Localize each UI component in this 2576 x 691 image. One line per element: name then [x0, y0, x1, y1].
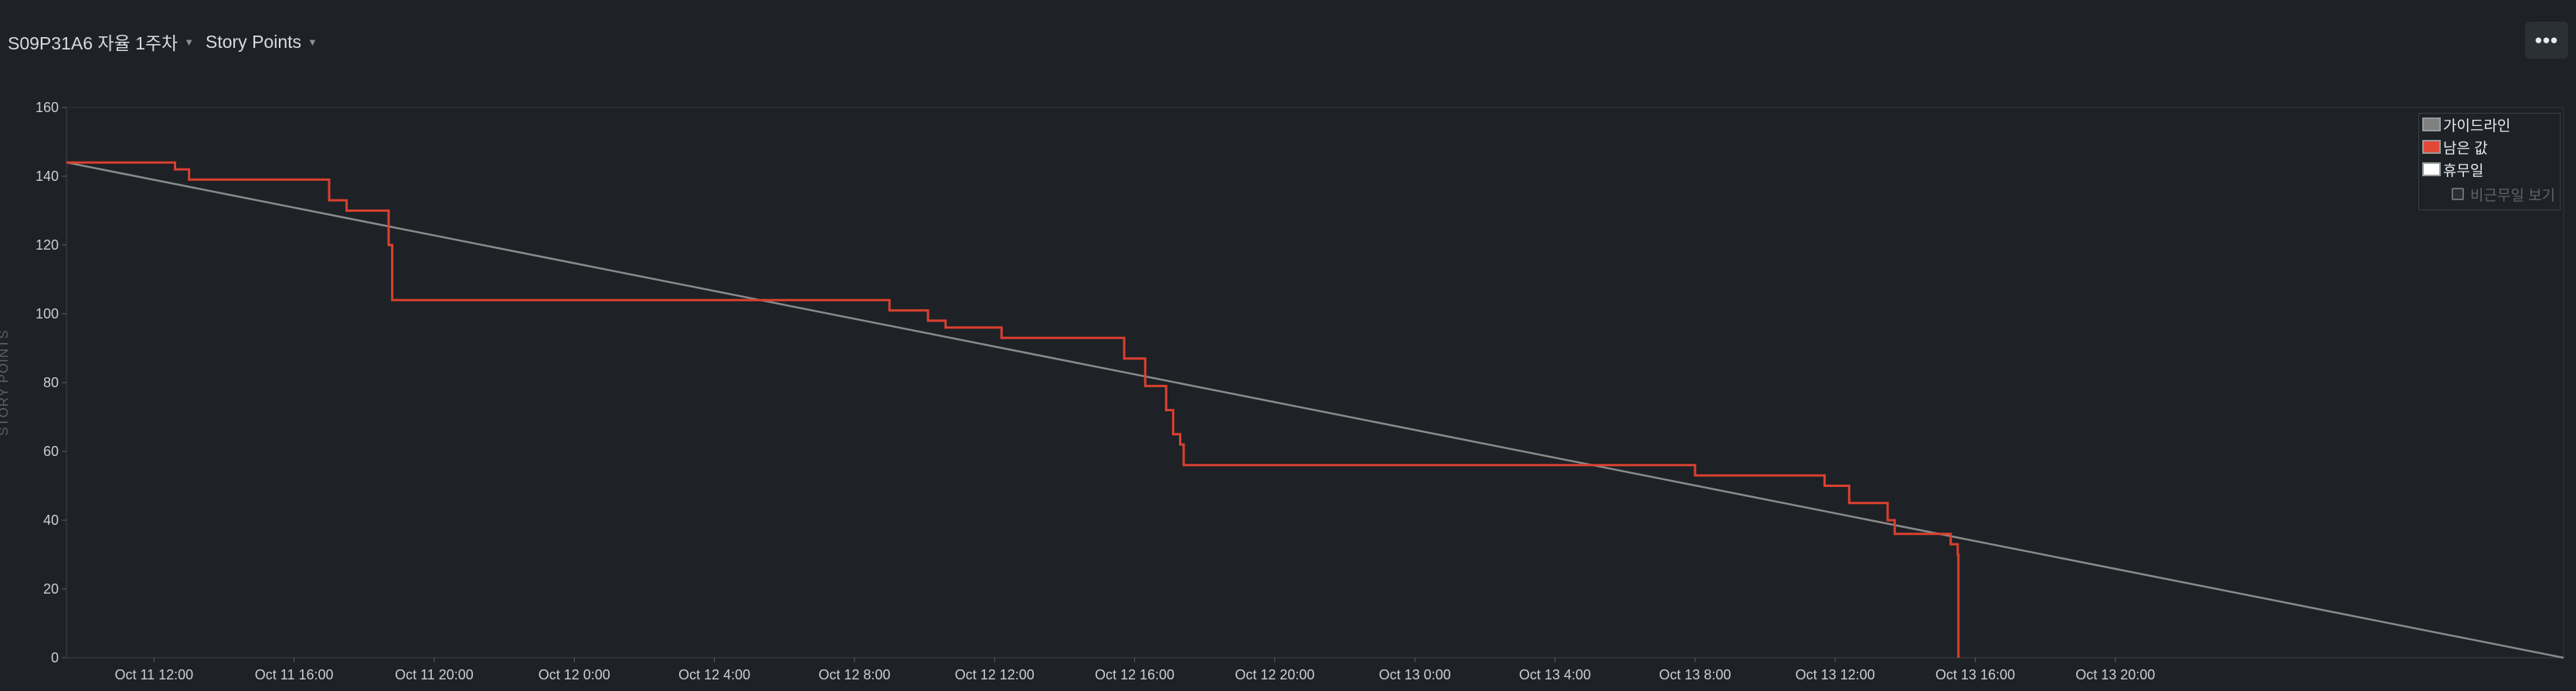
y-tick-label: 100 [36, 306, 59, 322]
x-tick-label: Oct 13 0:00 [1379, 667, 1451, 682]
chevron-down-icon: ▼ [184, 36, 195, 48]
legend-item-guideline[interactable]: 가이드라인 [2422, 115, 2510, 134]
series-remaining-line [66, 161, 1960, 658]
x-tick-label: Oct 13 4:00 [1519, 667, 1591, 682]
sprint-dropdown[interactable]: S09P31A6 자율 1주차 ▼ [8, 28, 194, 56]
metric-dropdown[interactable]: Story Points ▼ [206, 28, 318, 56]
y-tick-label: 60 [43, 444, 59, 459]
y-tick-label: 160 [36, 100, 59, 115]
x-tick-label: Oct 12 16:00 [1095, 667, 1174, 682]
y-tick-label: 0 [51, 650, 59, 665]
x-tick-label: Oct 11 20:00 [395, 667, 474, 682]
sprint-dropdown-label: S09P31A6 자율 1주차 [8, 33, 178, 53]
y-tick-label: 140 [36, 168, 59, 184]
legend-label-remaining: 남은 값 [2443, 140, 2488, 157]
chart-toolbar: S09P31A6 자율 1주차 ▼ Story Points ▼ ••• [0, 0, 2576, 85]
show-non-working-days-checkbox[interactable]: 비근무일 보기 [2452, 185, 2556, 204]
x-tick-label: Oct 11 12:00 [114, 667, 193, 682]
y-tick-label: 40 [43, 512, 59, 528]
x-tick-label: Oct 12 0:00 [539, 667, 610, 682]
x-tick-label: Oct 11 16:00 [255, 667, 334, 682]
legend-label-non-working-day: 휴무일 [2443, 162, 2484, 179]
series-guideline-line [66, 161, 2564, 659]
x-tick-label: Oct 13 12:00 [1796, 667, 1875, 682]
x-tick-label: Oct 12 8:00 [818, 667, 890, 682]
legend-swatch-remaining [2422, 140, 2441, 154]
show-non-working-days-label: 비근무일 보기 [2470, 187, 2556, 204]
y-axis-title: STORY POINTS [0, 329, 11, 436]
legend-swatch-non-working-day [2422, 162, 2441, 176]
y-tick-label: 120 [36, 237, 59, 253]
x-tick-label: Oct 13 16:00 [1935, 667, 2015, 682]
y-tick-label: 20 [43, 581, 59, 597]
legend-label-guideline: 가이드라인 [2443, 117, 2511, 134]
x-tick-label: Oct 12 4:00 [678, 667, 750, 682]
legend-swatch-guideline [2422, 117, 2441, 131]
more-options-button[interactable]: ••• [2525, 22, 2568, 59]
more-icon: ••• [2534, 28, 2559, 52]
chart-legend: 가이드라인 남은 값 휴무일 비근무일 보기 [2418, 113, 2561, 210]
x-tick-label: Oct 12 12:00 [955, 667, 1035, 682]
x-tick-label: Oct 13 8:00 [1659, 667, 1731, 682]
x-tick-label: Oct 13 20:00 [2075, 667, 2155, 682]
legend-item-non-working-day[interactable]: 휴무일 [2422, 160, 2483, 179]
metric-dropdown-label: Story Points [206, 31, 301, 52]
y-tick-label: 80 [43, 375, 59, 390]
checkbox-box[interactable] [2452, 188, 2464, 200]
x-tick-label: Oct 12 20:00 [1235, 667, 1314, 682]
legend-item-remaining[interactable]: 남은 값 [2422, 138, 2488, 157]
chevron-down-icon: ▼ [308, 36, 318, 48]
